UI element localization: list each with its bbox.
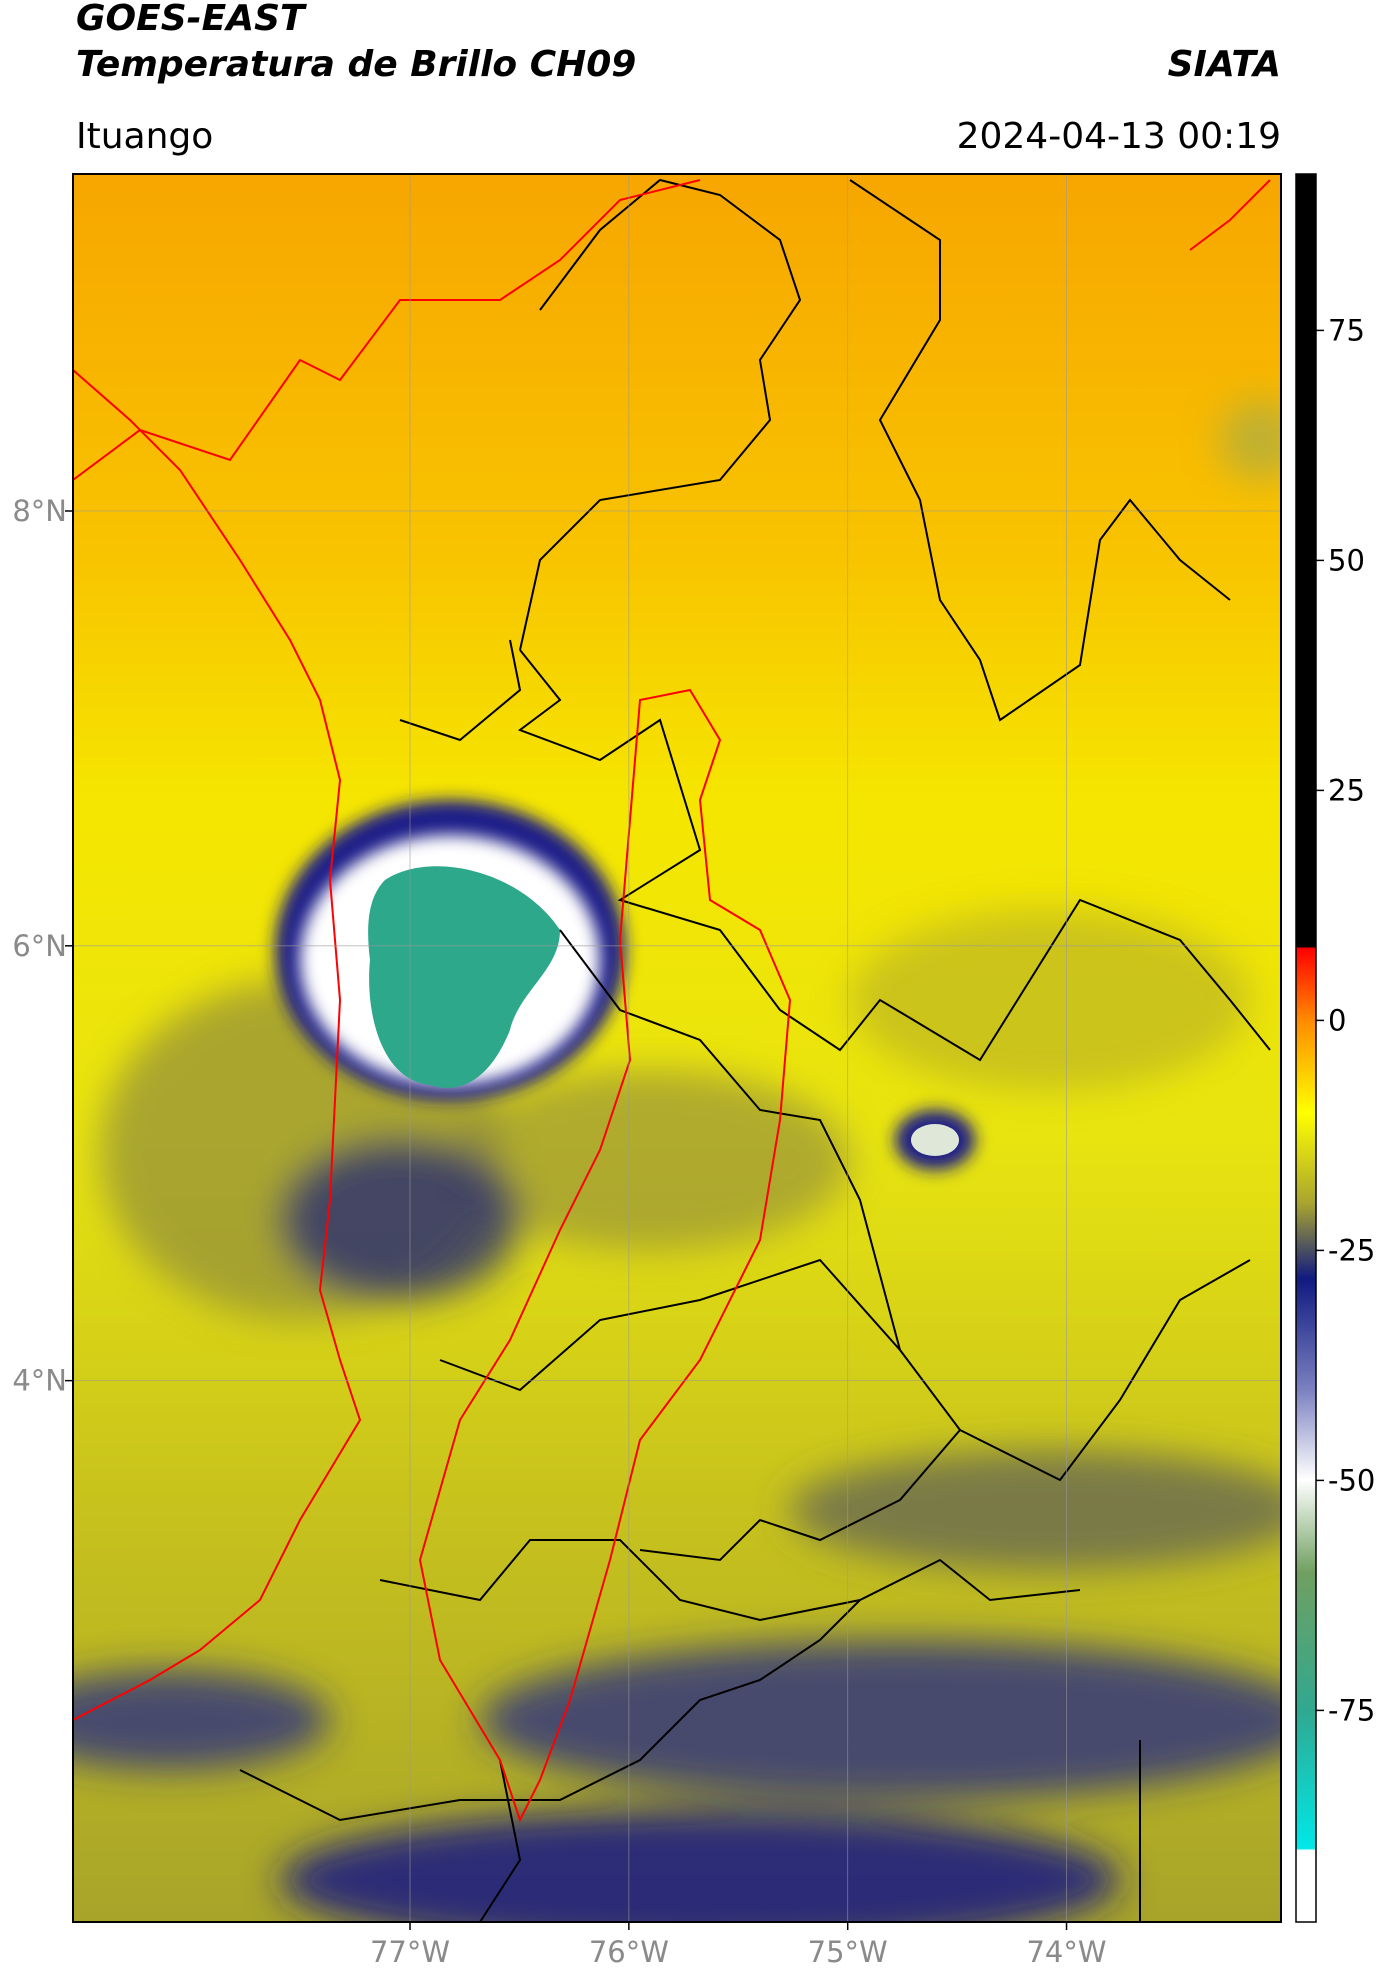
colorbar-label: 75 xyxy=(1328,313,1365,347)
lon-label: 75°W xyxy=(808,1935,888,1969)
colorbar-label: 50 xyxy=(1328,543,1365,577)
lon-label: 76°W xyxy=(589,1935,669,1969)
colorbar-label: -75 xyxy=(1328,1693,1375,1727)
borders xyxy=(239,178,1271,1922)
location: Ituango xyxy=(76,116,213,157)
source: SIATA xyxy=(1168,44,1281,85)
map-image xyxy=(73,174,1281,1922)
cloud-field xyxy=(73,400,1281,1922)
datetime: 2024-04-13 00:19 xyxy=(957,116,1281,157)
map-frame xyxy=(72,173,1282,1923)
colorbar-label: -25 xyxy=(1328,1233,1375,1267)
lat-label: 6°N xyxy=(12,929,67,963)
lat-label: 4°N xyxy=(12,1364,67,1398)
subtitle: Temperatura de Brillo CH09 xyxy=(76,44,636,85)
colorbar-label: -50 xyxy=(1328,1463,1375,1497)
coastline xyxy=(73,179,1271,1823)
lat-label: 8°N xyxy=(12,494,67,528)
colorbar xyxy=(1295,173,1317,1923)
storm-small xyxy=(895,1110,975,1170)
lon-label: 77°W xyxy=(370,1935,450,1969)
storm-ituango xyxy=(275,800,625,1100)
title: GOES-EAST xyxy=(76,0,307,39)
colorbar-label: 0 xyxy=(1328,1003,1346,1037)
graticule xyxy=(73,174,1281,1922)
colorbar-label: 25 xyxy=(1328,773,1365,807)
lon-label: 74°W xyxy=(1026,1935,1106,1969)
